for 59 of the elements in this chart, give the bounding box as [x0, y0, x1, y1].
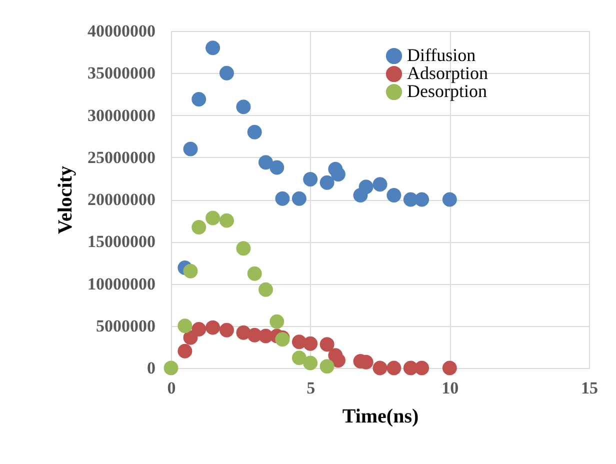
point: [292, 350, 306, 366]
point: [442, 192, 457, 207]
point: [206, 40, 220, 56]
point: [414, 360, 430, 376]
y-tick-label: 0: [147, 358, 156, 378]
y-tick-label: 40000000: [88, 22, 156, 40]
point: [320, 175, 334, 190]
point: [270, 160, 284, 175]
point: [303, 336, 318, 351]
point: [236, 241, 251, 256]
point: [192, 322, 206, 336]
point: [386, 360, 402, 376]
point: [320, 359, 334, 374]
x-tick-label: 15: [581, 378, 598, 398]
point: [330, 353, 346, 368]
point: [219, 213, 234, 228]
point: [247, 124, 262, 140]
point: [206, 210, 220, 226]
point: [178, 318, 192, 334]
point: [219, 322, 234, 338]
legend-label: Adsorption: [407, 63, 488, 83]
point: [206, 320, 220, 335]
y-tick-label: 5000000: [96, 316, 156, 336]
y-tick-label: 30000000: [88, 106, 156, 125]
point: [183, 264, 198, 278]
point: [320, 337, 334, 352]
x-axis-title: Time(ns): [342, 406, 419, 428]
point: [258, 282, 273, 297]
point: [330, 166, 346, 182]
x-tick-label: 0: [167, 378, 176, 398]
y-tick-label: 15000000: [88, 232, 156, 252]
point: [183, 142, 198, 156]
point: [442, 360, 457, 376]
point: [275, 191, 290, 206]
point: [258, 155, 273, 170]
point: [164, 360, 178, 376]
point: [372, 360, 388, 376]
legend-label: Diffusion: [407, 45, 476, 65]
y-tick-label: 20000000: [88, 190, 156, 209]
point: [292, 191, 306, 206]
point: [178, 344, 192, 358]
point: [358, 180, 374, 194]
y-tick-label: 35000000: [88, 64, 156, 83]
point: [247, 266, 262, 281]
point: [414, 192, 430, 207]
y-tick-label: 25000000: [88, 148, 156, 167]
x-tick-label: 5: [306, 378, 316, 398]
point: [192, 220, 206, 235]
point: [386, 188, 402, 203]
point: [270, 314, 284, 329]
point: [236, 100, 251, 114]
y-axis-title: Velocity: [54, 166, 76, 234]
point: [219, 66, 234, 80]
point: [303, 172, 318, 187]
point: [192, 92, 206, 106]
x-tick-label: 10: [442, 378, 459, 398]
point: [303, 356, 318, 370]
y-tick-label: 10000000: [88, 274, 156, 294]
point: [372, 177, 388, 192]
